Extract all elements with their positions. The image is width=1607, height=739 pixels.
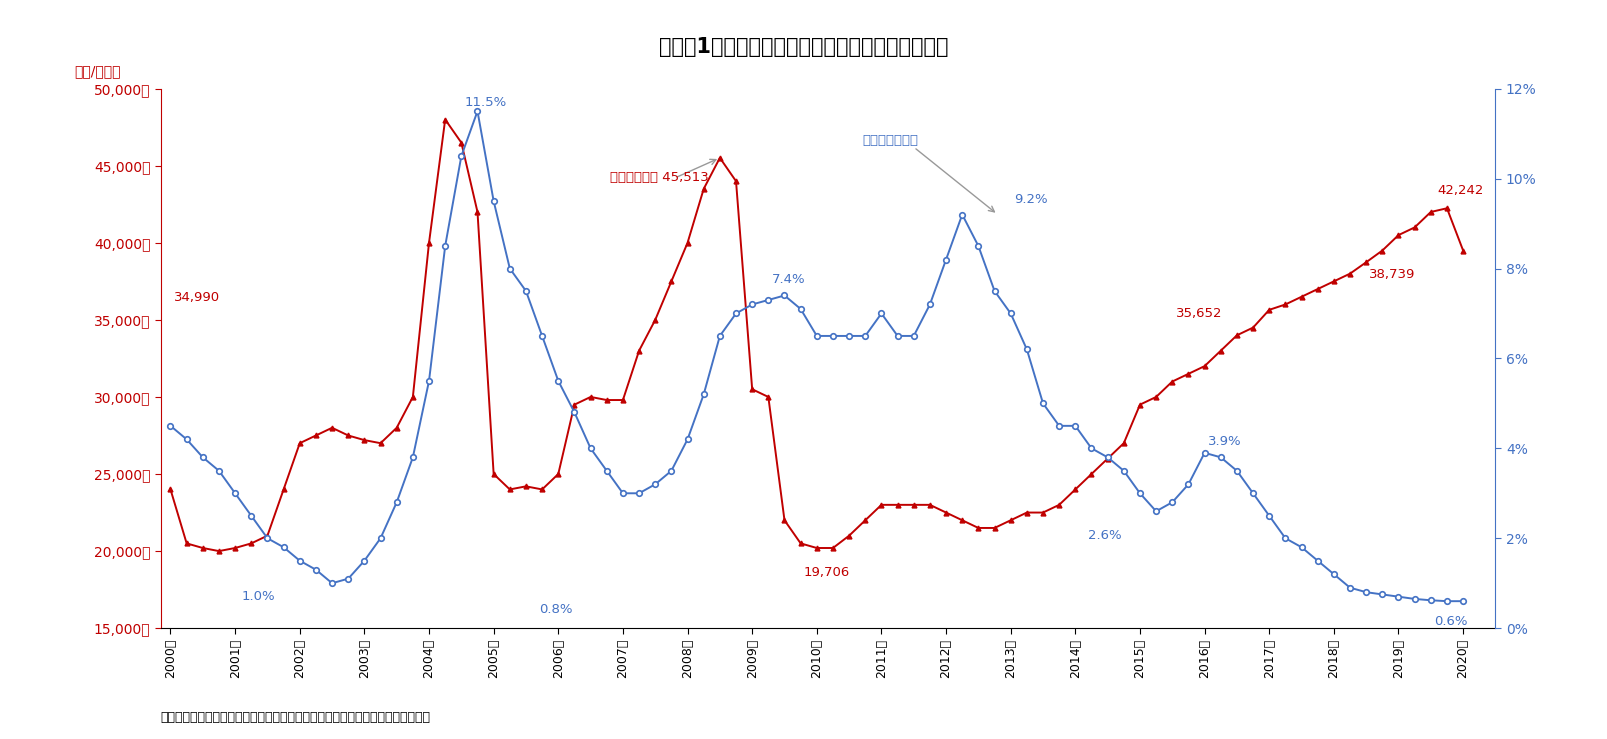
Text: 図表－1　都心部Ａクラスビルの空室率と成約賃料: 図表－1 都心部Ａクラスビルの空室率と成約賃料 [659,37,948,57]
Text: 42,242: 42,242 [1437,183,1483,197]
Text: 38,739: 38,739 [1369,268,1414,282]
Text: 7.4%: 7.4% [771,273,805,287]
Text: 3.9%: 3.9% [1207,435,1241,449]
Text: 1.0%: 1.0% [241,590,275,603]
Text: 11.5%: 11.5% [464,96,506,109]
Text: 0.8%: 0.8% [538,604,572,616]
Text: 19,706: 19,706 [804,567,850,579]
Text: （円/月坤）: （円/月坤） [74,64,121,78]
Text: 9.2%: 9.2% [1014,193,1046,205]
Text: 0.6%: 0.6% [1433,615,1467,627]
Text: 2.6%: 2.6% [1088,529,1122,542]
Text: （出所）空室率：三幸エステート、賃料：三幸エステート・ニッセイ基礎研究所: （出所）空室率：三幸エステート、賃料：三幸エステート・ニッセイ基礎研究所 [161,711,431,724]
Text: 空室率（右軸）: 空室率（右軸） [861,134,918,147]
Text: 賃料（左軸） 45,513: 賃料（左軸） 45,513 [609,171,709,184]
Text: 35,652: 35,652 [1175,307,1221,320]
Text: 34,990: 34,990 [174,291,220,304]
